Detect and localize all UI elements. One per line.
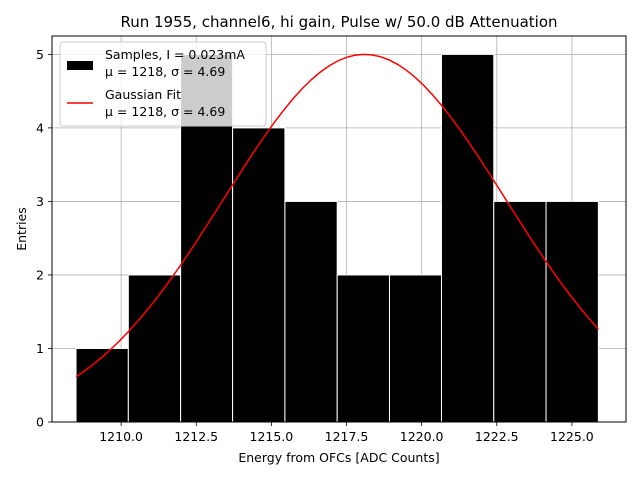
gaussian-fit xyxy=(75,53,599,378)
legend: Samples, I = 0.023mA μ = 1218, σ = 4.69 … xyxy=(59,41,267,127)
x-axis-ticks: 1210.0 1212.5 1215.0 1217.5 1220.0 1222.5 1225… xyxy=(99,422,594,444)
histogram-bar xyxy=(284,200,338,423)
y-axis-label: Entries xyxy=(14,207,29,251)
legend-label-fit: Gaussian Fit xyxy=(105,87,181,102)
x-tick-label: 1220.0 xyxy=(400,429,444,444)
histogram-bar xyxy=(232,127,286,423)
x-tick-label: 1225.0 xyxy=(550,429,594,444)
x-axis-label: Energy from OFCs [ADC Counts] xyxy=(238,450,439,465)
histogram-bar xyxy=(545,200,599,423)
gaussian-fit-line xyxy=(75,53,599,378)
y-tick-label: 5 xyxy=(36,47,44,62)
y-axis-ticks: 0 1 2 3 4 5 xyxy=(36,47,52,430)
y-tick-label: 1 xyxy=(36,341,44,356)
x-tick-label: 1222.5 xyxy=(475,429,519,444)
histogram-bar xyxy=(493,200,547,423)
x-tick-label: 1210.0 xyxy=(99,429,143,444)
histogram-bar xyxy=(75,347,129,423)
x-tick-label: 1212.5 xyxy=(174,429,218,444)
histogram-bars xyxy=(75,53,599,423)
legend-label-samples: Samples, I = 0.023mA xyxy=(105,47,245,62)
plot-frame xyxy=(51,35,627,423)
histogram-bar xyxy=(127,274,182,423)
legend-stats-fit: μ = 1218, σ = 4.69 xyxy=(105,104,225,119)
y-tick-label: 3 xyxy=(36,194,44,209)
x-tick-label: 1215.0 xyxy=(250,429,294,444)
y-tick-label: 0 xyxy=(36,415,44,430)
histogram-bar xyxy=(336,274,390,423)
chart-title: Run 1955, channel6, hi gain, Pulse w/ 50… xyxy=(120,13,557,31)
legend-swatch-samples xyxy=(67,61,93,70)
legend-stats-samples: μ = 1218, σ = 4.69 xyxy=(105,64,225,79)
y-tick-label: 2 xyxy=(36,267,44,282)
y-tick-label: 4 xyxy=(36,120,44,135)
histogram-bar xyxy=(388,274,442,423)
histogram-bar xyxy=(440,53,495,423)
x-tick-label: 1217.5 xyxy=(325,429,369,444)
legend-box xyxy=(59,41,267,127)
